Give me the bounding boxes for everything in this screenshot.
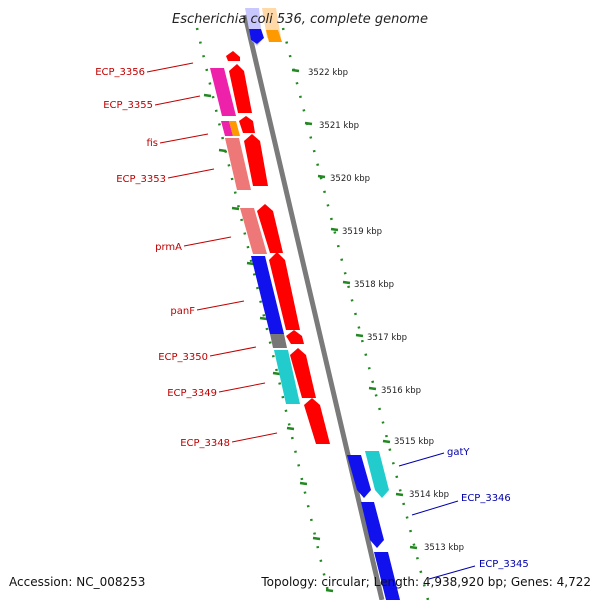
- leader-line: [411, 500, 459, 516]
- top-features: [245, 8, 282, 46]
- major-tick: [325, 588, 334, 593]
- leader-line: [167, 168, 215, 179]
- major-tick: [272, 371, 281, 376]
- major-tick: [382, 439, 391, 444]
- kbp-label: 3514 kbp: [409, 490, 449, 500]
- gene-arrow-prmA: [257, 204, 283, 253]
- gene-label[interactable]: ECP_3346: [461, 493, 511, 504]
- leader-line: [428, 565, 476, 580]
- map-title: Escherichia coli 536, complete genome: [172, 12, 428, 27]
- gene-arrow-fis: [239, 116, 255, 133]
- gene-arrow-ECP_3355: [229, 64, 252, 113]
- gene-label[interactable]: panF: [170, 306, 195, 317]
- gene-box-gatY-cyan: [365, 451, 389, 498]
- major-tick: [246, 261, 255, 266]
- leader-line: [146, 62, 194, 73]
- gene-label[interactable]: ECP_3350: [158, 352, 208, 363]
- major-tick: [304, 121, 313, 126]
- gene-arrow-ECP_3350: [286, 330, 304, 344]
- gene-arrow-panF: [269, 252, 300, 330]
- gene-arrow-ECP_3348: [304, 398, 330, 444]
- gene-feature-blue: [249, 29, 264, 44]
- left-leaders: [146, 62, 278, 443]
- right-leaders: [398, 452, 476, 580]
- gene-label[interactable]: prmA: [155, 242, 182, 253]
- gene-arrow-ECP_3349: [290, 348, 316, 398]
- genome-axis: [242, 14, 385, 600]
- major-tick: [342, 280, 351, 285]
- kbp-label: 3519 kbp: [342, 227, 382, 237]
- gene-label[interactable]: gatY: [447, 447, 470, 458]
- kbp-label: 3518 kbp: [354, 280, 394, 290]
- right-genes: [347, 451, 400, 600]
- kbp-label: 3517 kbp: [367, 333, 407, 343]
- gene-box-panF: [251, 256, 284, 334]
- gene-box-ECP_3356: [210, 68, 236, 116]
- major-ticks: [203, 68, 418, 593]
- leader-line: [196, 300, 245, 311]
- major-tick: [218, 148, 227, 153]
- major-tick: [317, 174, 326, 179]
- gene-label[interactable]: ECP_3349: [167, 388, 217, 399]
- major-tick: [291, 68, 300, 73]
- gene-box-ECP_3349: [274, 350, 300, 404]
- leader-line: [398, 452, 445, 467]
- major-tick: [330, 227, 339, 232]
- kbp-label: 3515 kbp: [394, 437, 434, 447]
- major-tick: [368, 386, 377, 391]
- kbp-label: 3513 kbp: [424, 543, 464, 553]
- gene-label[interactable]: ECP_3356: [95, 67, 145, 78]
- gene-arrow-ECP_3353: [244, 134, 268, 186]
- accession-text: Accession: NC_008253: [9, 575, 145, 589]
- major-tick: [259, 316, 268, 321]
- gene-box-ECP_3346: [361, 502, 384, 548]
- leader-line: [183, 236, 232, 247]
- scale-labels: 3522 kbp 3521 kbp 3520 kbp 3519 kbp 3518…: [308, 68, 464, 553]
- kbp-label: 3516 kbp: [381, 386, 421, 396]
- gene-box-grey: [270, 334, 287, 348]
- forward-strand-genes: [226, 51, 330, 444]
- reverse-strand-genes: [210, 68, 300, 404]
- major-tick: [299, 481, 308, 486]
- major-tick: [312, 536, 321, 541]
- kbp-label: 3522 kbp: [308, 68, 348, 78]
- major-tick: [355, 333, 364, 338]
- gene-label[interactable]: ECP_3348: [180, 438, 230, 449]
- gene-box-gatY-blue: [347, 455, 371, 498]
- gene-box-prmA: [240, 208, 267, 254]
- gene-box-fis-orange: [229, 121, 240, 136]
- genome-summary-text: Topology: circular; Length: 4,938,920 bp…: [260, 575, 591, 589]
- left-gene-labels: ECP_3356 ECP_3355 fis ECP_3353 prmA panF…: [95, 67, 230, 449]
- gene-label[interactable]: ECP_3355: [103, 100, 153, 111]
- kbp-label: 3520 kbp: [330, 174, 370, 184]
- major-tick: [231, 206, 240, 211]
- kbp-label: 3521 kbp: [319, 121, 359, 131]
- major-tick: [409, 545, 418, 550]
- leader-line: [231, 432, 278, 443]
- leader-line: [209, 346, 257, 357]
- gene-arrow-small: [226, 51, 240, 61]
- leader-line: [218, 382, 266, 393]
- gene-box-ECP_3353: [225, 138, 251, 190]
- major-tick: [395, 492, 404, 497]
- gene-label[interactable]: ECP_3353: [116, 174, 166, 185]
- inner-tick-track: [195, 27, 332, 600]
- major-tick: [203, 93, 212, 98]
- outer-tick-track: [281, 27, 430, 600]
- right-gene-labels: gatY ECP_3346 ECP_3345: [447, 447, 529, 570]
- gene-label[interactable]: ECP_3345: [479, 559, 529, 570]
- gene-box-ECP_3345: [374, 552, 400, 600]
- gene-label[interactable]: fis: [146, 138, 158, 149]
- leader-line: [154, 95, 201, 106]
- leader-line: [159, 133, 209, 144]
- gene-feature-orange: [266, 30, 282, 42]
- major-tick: [286, 426, 295, 431]
